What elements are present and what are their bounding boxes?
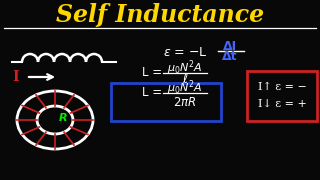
Text: Self Inductance: Self Inductance xyxy=(56,3,264,27)
Text: ΔI: ΔI xyxy=(223,40,237,53)
Text: $\varepsilon$ = $-$L: $\varepsilon$ = $-$L xyxy=(163,46,207,58)
Text: I↓ ε = +: I↓ ε = + xyxy=(258,99,307,109)
Text: L =: L = xyxy=(142,66,162,80)
Text: R: R xyxy=(59,113,67,123)
Text: $2\pi R$: $2\pi R$ xyxy=(173,96,197,109)
Text: L =: L = xyxy=(142,87,162,100)
Text: $\ell$: $\ell$ xyxy=(182,72,188,86)
Text: Δt: Δt xyxy=(222,51,238,64)
Text: I: I xyxy=(13,70,19,84)
Text: $\mu_0 N^2 A$: $\mu_0 N^2 A$ xyxy=(167,79,203,97)
Text: $\mu_0 N^2 A$: $\mu_0 N^2 A$ xyxy=(167,59,203,77)
Text: I↑ ε = −: I↑ ε = − xyxy=(258,82,307,92)
